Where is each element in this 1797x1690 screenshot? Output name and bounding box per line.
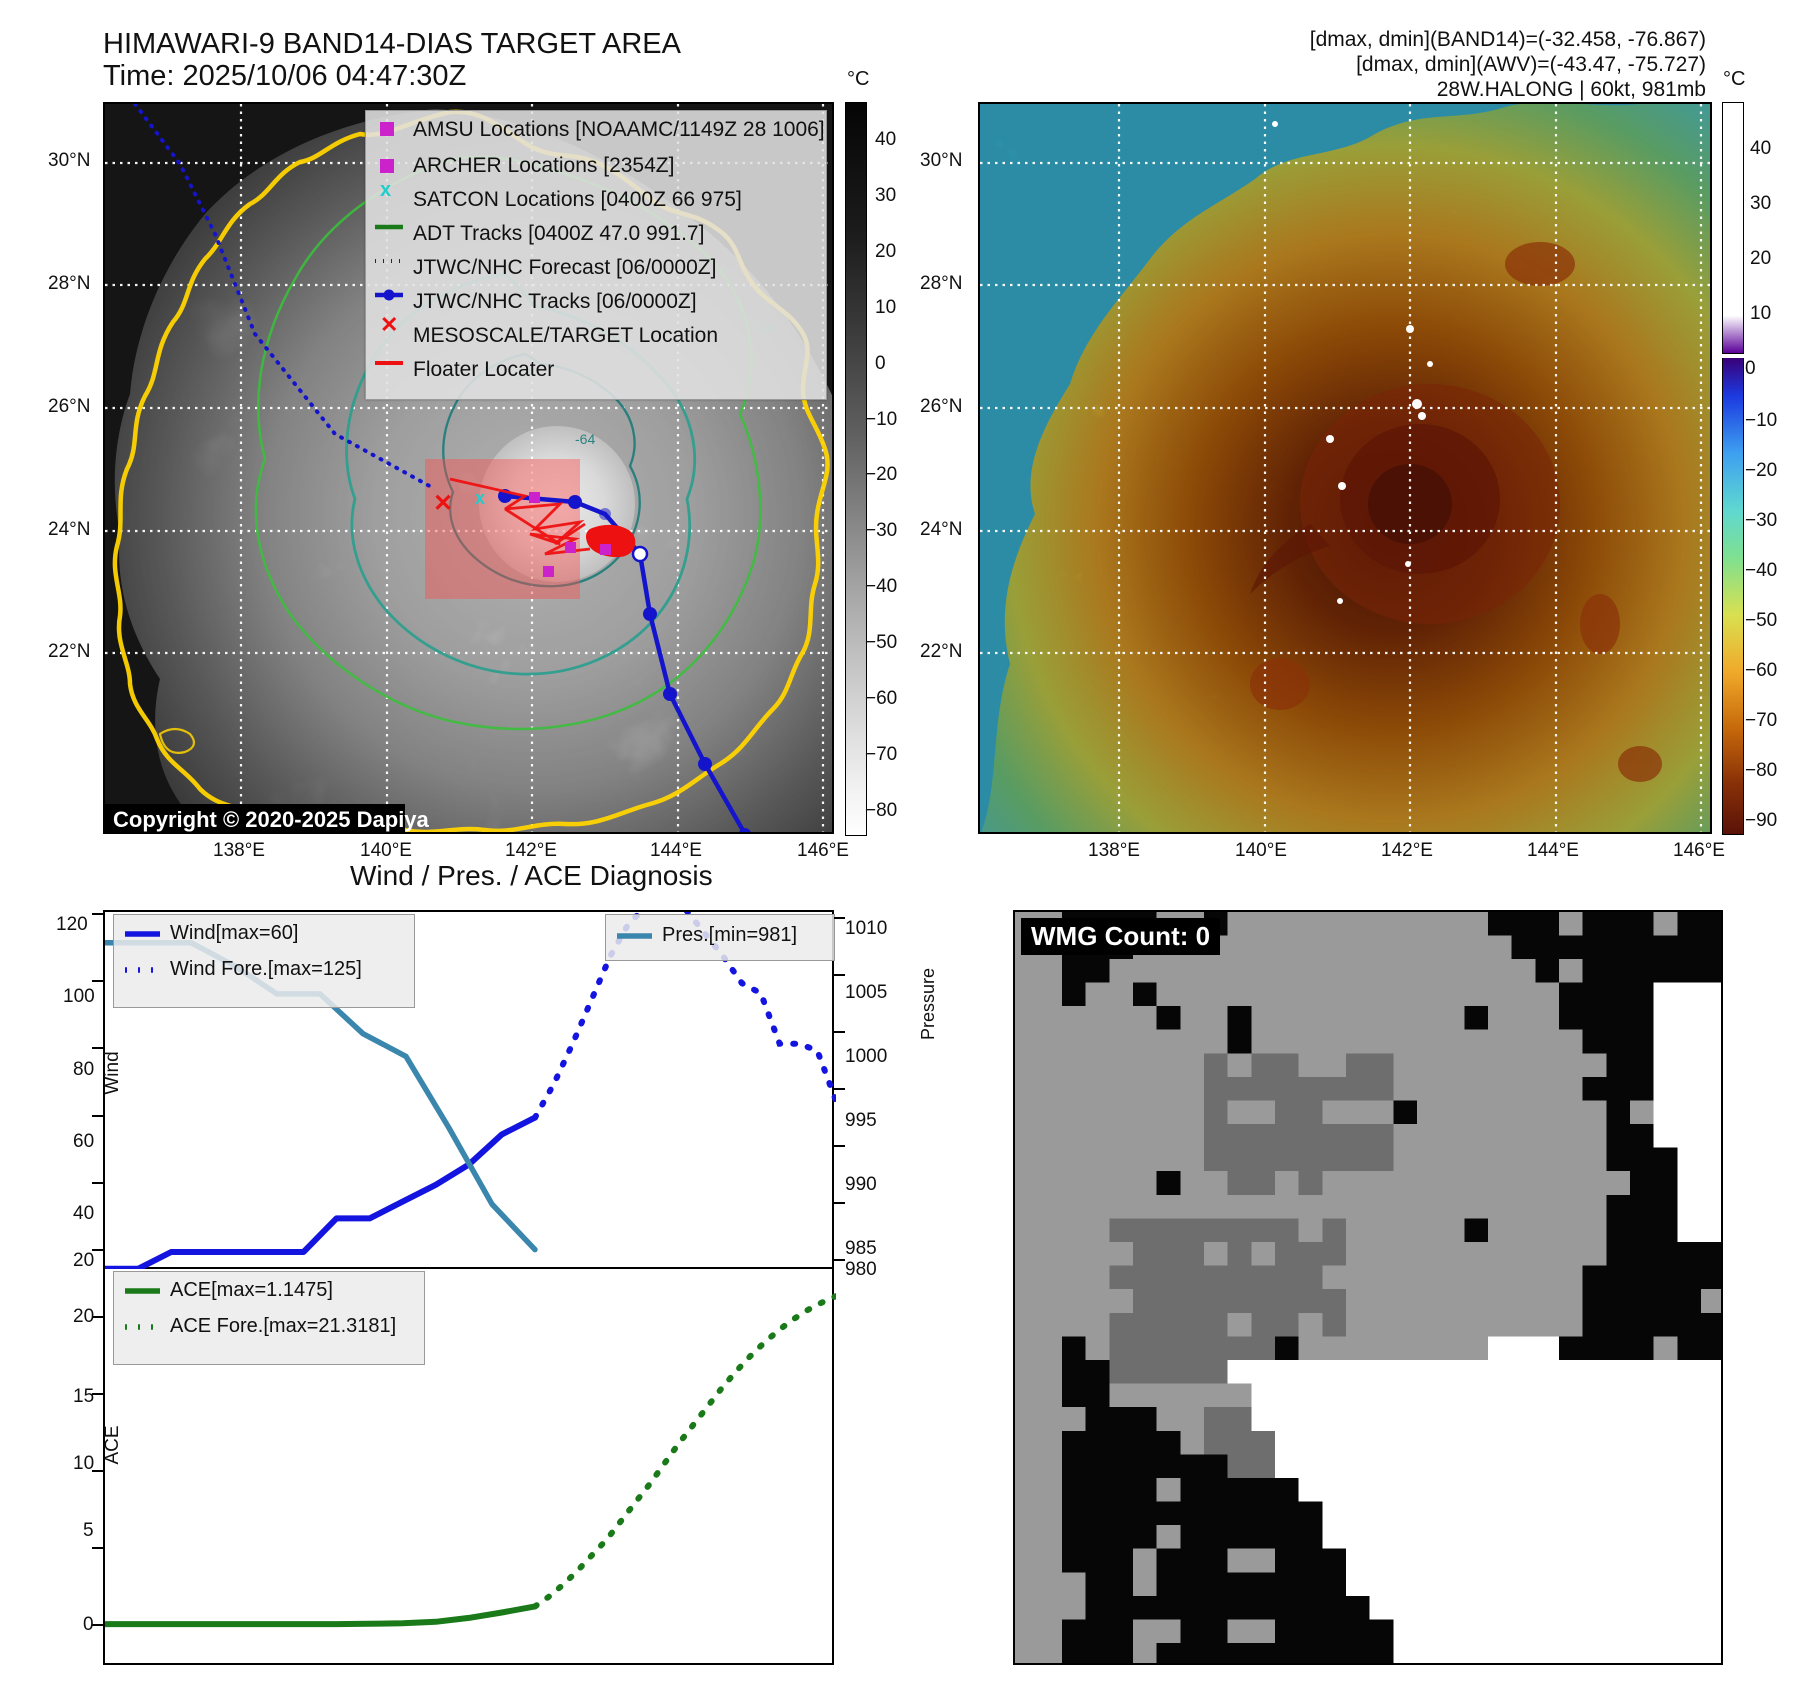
svg-text:Copyright © 2020-2025 Dapiya: Copyright © 2020-2025 Dapiya	[113, 807, 430, 832]
svg-text:-64: -64	[575, 431, 595, 447]
svg-text:x: x	[475, 488, 485, 508]
svg-text:✕: ✕	[433, 490, 453, 517]
